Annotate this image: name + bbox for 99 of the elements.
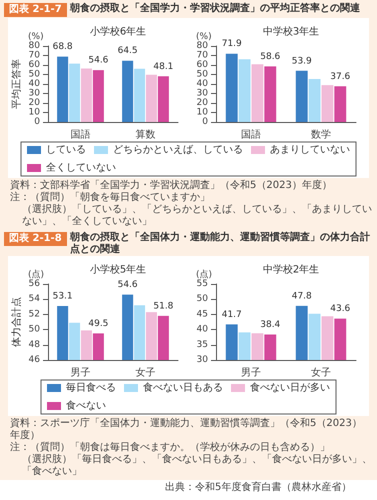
x-tick-label: 国語	[241, 128, 261, 140]
data-label: 68.8	[52, 42, 73, 52]
y-tick-label: 48	[28, 340, 40, 350]
bar	[134, 68, 146, 122]
y-tick-label: 0	[34, 117, 40, 127]
y-tick-label: 30	[196, 88, 208, 98]
x-tick-label: 女子	[136, 366, 156, 378]
y-tick-label: 10	[28, 108, 40, 118]
bar	[92, 70, 104, 122]
data-label: 53.1	[52, 292, 73, 302]
text: 注：（質問）「朝食は毎日食べますか。（学校が休みの日も含める）」	[10, 442, 331, 454]
x-tick-label: 男子	[241, 368, 261, 378]
legend-label: 毎日食べる	[66, 382, 116, 394]
y-tick-label: 35	[196, 340, 208, 350]
text: 朝食の摂取と「全国体力・運動能力、運動習慣等調査」の体力合計点との関連	[70, 232, 370, 256]
y-tick-label: 50	[28, 70, 40, 80]
data-label: 64.5	[118, 46, 138, 56]
bar	[122, 60, 134, 122]
text: （選択肢）「毎日食べる」、「食べない日もある」、「食べない日が多い」、「食べない」	[22, 454, 372, 478]
y-tick-label: 20	[196, 98, 208, 108]
text: 注：（質問）「朝食を毎日食べていますか」	[10, 192, 211, 204]
bar	[334, 86, 346, 122]
y-tick-label: 70	[28, 50, 40, 60]
y-tick-label: 10	[196, 108, 208, 118]
text: （選択肢）「している」、「どちらかといえば、している」、「あまりしていない」、「全くしていない」	[22, 204, 372, 228]
text: 図表 2-1-7	[4, 3, 67, 17]
text: 朝食の摂取と「全国学力・学習状況調査」の平均正答率との関連	[70, 3, 361, 15]
y-tick-label: 20	[28, 98, 40, 108]
legend-label: している	[46, 144, 86, 156]
x-tick-label: 男子	[70, 368, 90, 378]
bar	[69, 64, 80, 122]
legend-label: 食べない日が多い	[250, 382, 330, 394]
bar	[226, 54, 238, 122]
y-tick-label: 40	[196, 324, 208, 335]
legend-label: 全くしていない	[46, 162, 116, 174]
y-tick-label: 50	[196, 70, 208, 80]
y-tick-label: 40	[196, 79, 208, 89]
chart-title: 小学校6年生	[90, 26, 146, 38]
data-label: 41.7	[222, 310, 242, 320]
bar	[321, 85, 334, 122]
bar	[264, 66, 276, 122]
legend-label: 食べない日もある	[143, 382, 223, 394]
bar	[238, 59, 251, 122]
data-label: 47.8	[292, 291, 312, 302]
text: (点)	[196, 269, 212, 280]
bar	[158, 76, 169, 122]
bar	[251, 64, 264, 122]
y-tick-label: 30	[28, 88, 40, 98]
data-label: 37.6	[330, 72, 351, 82]
x-tick-label: 国語	[70, 128, 90, 140]
y-tick-label: 60	[28, 60, 40, 70]
y-tick-label: 70	[196, 50, 208, 60]
bar	[146, 74, 157, 122]
bar	[57, 56, 68, 122]
data-label: 71.9	[222, 39, 242, 50]
chart-title: 小学校5年生	[90, 264, 146, 276]
data-label: 49.5	[88, 318, 108, 329]
data-label: 48.1	[153, 62, 174, 72]
text: 資料：文部科学省「全国学力・学習状況調査」（令和5（2023）年度）	[10, 180, 333, 192]
y-tick-label: 52	[28, 309, 40, 320]
y-axis-title: 体力合計点	[10, 297, 22, 347]
data-label: 54.6	[118, 280, 138, 290]
y-tick-label: 50	[196, 294, 208, 304]
data-label: 53.9	[292, 56, 312, 66]
y-tick-label: 30	[196, 355, 208, 365]
text: 資料：スポーツ庁「全国体力・運動能力、運動習慣等調査」（令和5（2023）年度）	[10, 418, 363, 442]
text: 図表 2-1-8	[4, 232, 67, 246]
legend-label: どちらかといえば、している	[113, 144, 243, 156]
y-tick-label: 0	[202, 117, 208, 127]
bar	[80, 68, 92, 122]
y-tick-label: 54	[28, 294, 40, 304]
chart-title: 中学校3年生	[262, 26, 320, 38]
y-tick-label: 60	[196, 60, 208, 70]
legend-label: 食べない	[66, 400, 106, 412]
text: (%)	[28, 31, 44, 42]
y-tick-label: 80	[196, 41, 208, 51]
data-label: 54.6	[88, 56, 109, 66]
y-tick-label: 45	[196, 309, 208, 320]
chart-title: 中学校2年生	[262, 264, 320, 276]
y-axis-title: 平均正答率	[10, 59, 22, 109]
y-tick-label: 50	[28, 324, 40, 335]
data-label: 38.4	[260, 320, 281, 330]
x-tick-label: 算数	[136, 128, 156, 140]
bar	[296, 70, 308, 122]
y-tick-label: 46	[28, 355, 40, 365]
y-tick-label: 80	[28, 41, 40, 51]
data-label: 51.8	[153, 301, 174, 312]
data-label: 58.6	[260, 52, 281, 62]
y-tick-label: 55	[196, 279, 208, 289]
text: (%)	[196, 31, 212, 42]
x-tick-label: 女子	[311, 366, 331, 378]
source-note: 出典：令和5年度食育白書（農林水産省）	[165, 482, 352, 494]
x-tick-label: 数学	[311, 128, 331, 140]
y-tick-label: 56	[28, 279, 40, 289]
data-label: 43.6	[330, 304, 351, 314]
legend-label: あまりしていない	[270, 144, 350, 156]
y-tick-label: 40	[28, 79, 40, 89]
bar	[308, 78, 321, 122]
text: (点)	[28, 269, 44, 280]
